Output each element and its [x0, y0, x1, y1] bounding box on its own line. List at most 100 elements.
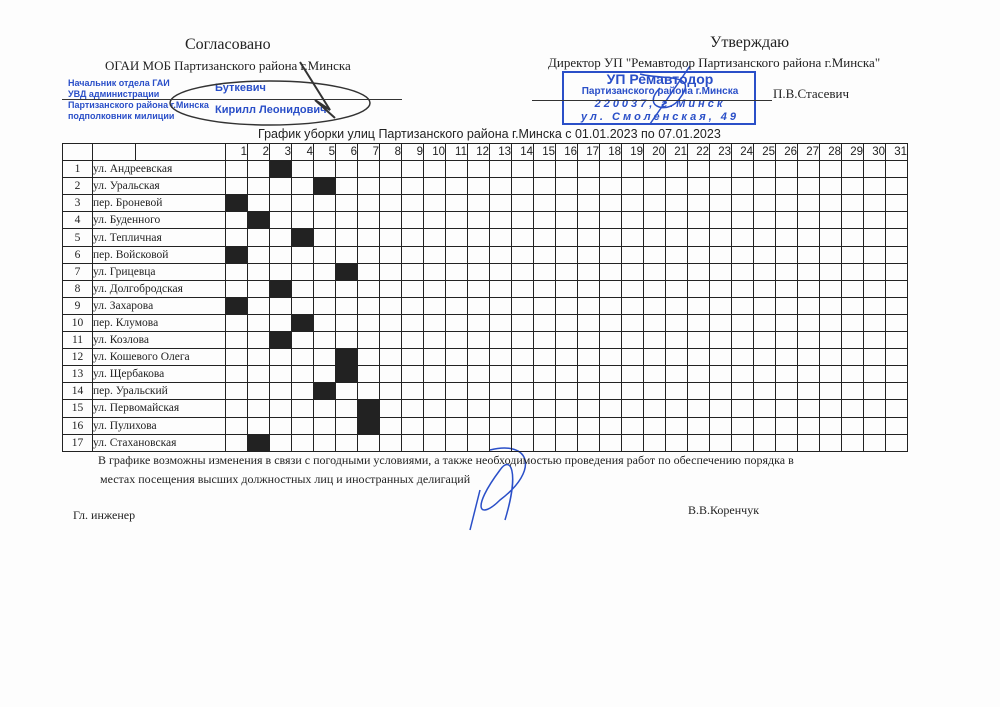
street-name: ул. Щербакова — [92, 365, 226, 384]
day-cell — [247, 313, 270, 333]
day-cell — [797, 160, 820, 179]
day-cell — [819, 296, 842, 315]
day-cell — [731, 245, 754, 264]
header-num-cell — [62, 142, 93, 162]
row-number: 15 — [62, 399, 93, 418]
day-cell — [423, 245, 446, 264]
day-cell — [247, 262, 270, 281]
row-number: 17 — [62, 433, 93, 452]
day-cell — [225, 262, 248, 281]
day-cell — [775, 331, 798, 350]
day-cell — [445, 313, 468, 333]
day-cell — [379, 296, 402, 315]
day-cell — [775, 262, 798, 281]
day-cell — [731, 211, 754, 230]
day-cell — [687, 296, 710, 315]
day-cell — [489, 211, 512, 230]
day-header: 27 — [797, 142, 820, 162]
day-cell — [731, 348, 754, 367]
scheduled-day-cell — [247, 211, 270, 230]
day-cell — [357, 331, 380, 350]
day-cell — [863, 313, 886, 333]
signature-left-stroke — [299, 61, 336, 119]
day-cell — [423, 331, 446, 350]
day-cell — [665, 331, 688, 350]
day-cell — [863, 228, 886, 247]
day-cell — [863, 399, 886, 418]
day-cell — [489, 279, 512, 298]
approval-right-title: Утверждаю — [710, 34, 790, 51]
day-cell — [731, 313, 754, 333]
day-cell — [599, 194, 622, 213]
day-cell — [225, 416, 248, 435]
day-cell — [247, 245, 270, 264]
day-cell — [885, 279, 908, 298]
day-cell — [357, 211, 380, 230]
day-cell — [511, 245, 534, 264]
day-header: 10 — [423, 142, 446, 162]
day-cell — [599, 245, 622, 264]
day-cell — [379, 262, 402, 281]
day-cell — [775, 399, 798, 418]
day-cell — [797, 365, 820, 384]
day-cell — [445, 160, 468, 179]
scheduled-day-cell — [225, 245, 248, 264]
day-cell — [731, 279, 754, 298]
day-cell — [555, 296, 578, 315]
scheduled-day-cell — [313, 382, 336, 401]
day-cell — [643, 296, 666, 315]
day-cell — [511, 194, 534, 213]
day-cell — [687, 348, 710, 367]
day-cell — [225, 211, 248, 230]
day-cell — [885, 296, 908, 315]
street-name: ул. Уральская — [92, 177, 226, 196]
day-cell — [269, 245, 292, 264]
day-cell — [819, 279, 842, 298]
day-cell — [225, 160, 248, 179]
day-header: 17 — [577, 142, 600, 162]
day-cell — [577, 348, 600, 367]
police-stamp: Начальник отдела ГАИ УВД администрации П… — [68, 78, 209, 122]
day-cell — [841, 177, 864, 196]
day-cell — [335, 296, 358, 315]
day-cell — [335, 211, 358, 230]
day-cell — [885, 228, 908, 247]
day-cell — [555, 245, 578, 264]
day-cell — [775, 160, 798, 179]
day-cell — [357, 194, 380, 213]
day-cell — [665, 313, 688, 333]
day-cell — [313, 245, 336, 264]
day-cell — [423, 262, 446, 281]
day-cell — [599, 313, 622, 333]
day-cell — [577, 433, 600, 452]
day-cell — [665, 399, 688, 418]
day-cell — [863, 160, 886, 179]
day-cell — [621, 365, 644, 384]
street-name: ул. Козлова — [92, 331, 226, 350]
row-number: 9 — [62, 296, 93, 315]
day-cell — [511, 416, 534, 435]
day-cell — [863, 245, 886, 264]
day-cell — [467, 177, 490, 196]
day-cell — [753, 331, 776, 350]
day-cell — [621, 313, 644, 333]
day-cell — [511, 313, 534, 333]
approval-right-position: Директор УП "Ремавтодор Партизанского ра… — [548, 55, 881, 70]
day-cell — [709, 245, 732, 264]
day-cell — [665, 279, 688, 298]
day-cell — [665, 262, 688, 281]
header-blank-cell — [92, 142, 136, 162]
day-header: 31 — [885, 142, 908, 162]
day-cell — [775, 279, 798, 298]
day-cell — [225, 382, 248, 401]
stamp-line: УП Ремавтодор — [606, 71, 714, 87]
day-cell — [731, 382, 754, 401]
company-stamp-frame — [562, 71, 756, 125]
table-row: 3 пер. Броневой — [62, 194, 908, 213]
day-cell — [423, 296, 446, 315]
day-cell — [863, 279, 886, 298]
day-cell — [489, 313, 512, 333]
day-cell — [819, 177, 842, 196]
day-cell — [863, 382, 886, 401]
day-cell — [621, 160, 644, 179]
